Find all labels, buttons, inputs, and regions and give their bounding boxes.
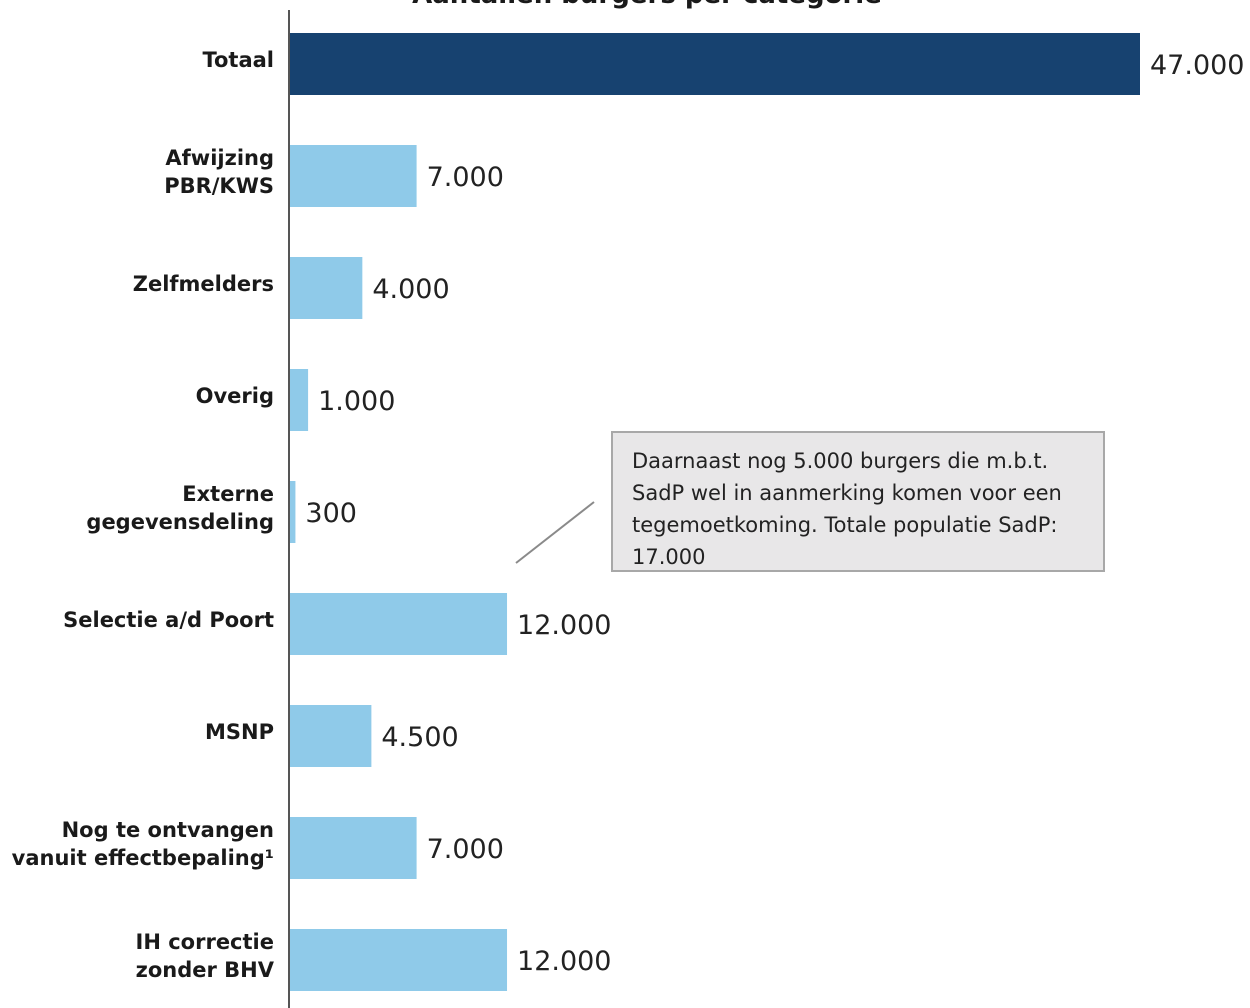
annotation-box: Daarnaast nog 5.000 burgers die m.b.t. S… <box>611 431 1105 572</box>
value-label-5: 300 <box>305 498 357 529</box>
category-label-4: Overig <box>196 384 274 408</box>
category-label-3: Zelfmelders <box>133 272 274 296</box>
bar-9 <box>290 929 508 991</box>
bar-6 <box>290 593 508 655</box>
bar-7 <box>290 705 372 767</box>
bar-5 <box>290 481 296 543</box>
value-label-2: 7.000 <box>427 162 504 193</box>
chart-title: Aantallen burgers per categorie <box>412 0 882 10</box>
annotation-text: Daarnaast nog 5.000 burgers die m.b.t. S… <box>632 449 1062 569</box>
category-label-7: MSNP <box>205 720 274 744</box>
value-label-6: 12.000 <box>517 610 611 641</box>
bar-2 <box>290 145 417 207</box>
value-label-3: 4.000 <box>372 274 449 305</box>
category-labels-group: Totaal Afwijzing PBR/KWS Zelfmelders Overig E… <box>12 48 275 982</box>
category-label-5: Externe gegevensdeling <box>86 482 274 534</box>
category-label-6: Selectie a/d Poort <box>63 608 274 632</box>
value-label-7: 4.500 <box>381 722 458 753</box>
category-label-2: Afwijzing PBR/KWS <box>164 146 274 198</box>
bars-group <box>290 33 1140 991</box>
value-label-1: 47.000 <box>1150 50 1244 81</box>
value-label-8: 7.000 <box>427 834 504 865</box>
value-label-9: 12.000 <box>517 946 611 977</box>
bar-3 <box>290 257 363 319</box>
value-label-4: 1.000 <box>318 386 395 417</box>
category-label-1: Totaal <box>202 48 274 72</box>
bar-4 <box>290 369 309 431</box>
value-labels-group: 47.000 7.000 4.000 1.000 300 12.000 4.500 7.000… <box>305 50 1244 977</box>
category-label-8: Nog te ontvangen vanuit effectbepaling¹ <box>12 818 274 870</box>
bar-8 <box>290 817 417 879</box>
bar-1 <box>290 33 1140 95</box>
category-label-9: IH correctie zonder BHV <box>136 930 275 982</box>
callout-connector-line <box>515 501 595 564</box>
